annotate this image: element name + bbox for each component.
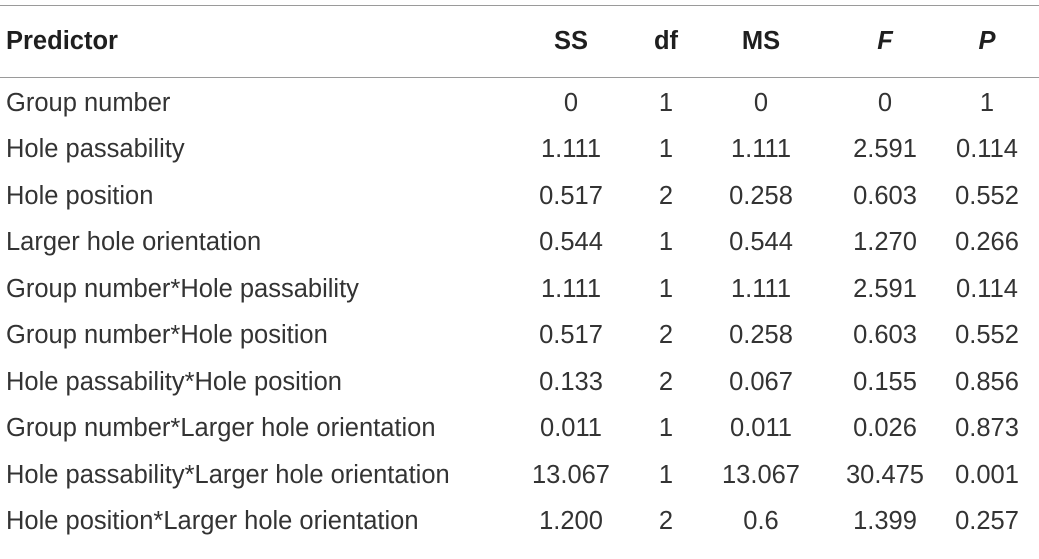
cell-ss: 1.200 (539, 507, 603, 536)
cell-ss: 0.544 (539, 228, 603, 257)
cell-df: 2 (658, 367, 674, 396)
cell-ss: 0.011 (540, 414, 602, 443)
table-header: Predictor SS df MS F P (0, 5, 1039, 78)
cell-ss: 1.111 (540, 135, 602, 164)
cell-f: 1.399 (853, 507, 917, 536)
cell-f: 0.155 (853, 367, 917, 396)
cell-predictor: Hole passability*Larger hole orientation (6, 460, 450, 489)
cell-ss: 0.517 (539, 181, 603, 210)
cell-ss: 13.067 (532, 460, 610, 489)
cell-predictor: Hole position*Larger hole orientation (6, 507, 419, 536)
table-row: Hole passability*Larger hole orientation… (0, 452, 1039, 499)
cell-ss: 1.111 (540, 274, 602, 303)
cell-df: 1 (658, 88, 674, 117)
table-row: Hole passability*Hole position 0.133 2 0.06… (0, 359, 1039, 406)
table-row: Hole passability 1.111 1 1.111 2.591 0.114 (0, 127, 1039, 174)
cell-ms: 0.544 (729, 228, 793, 257)
table-row: Group number*Larger hole orientation 0.01… (0, 406, 1039, 453)
cell-predictor: Group number*Hole passability (6, 274, 359, 303)
cell-df: 1 (658, 135, 674, 164)
cell-p: 0.856 (955, 367, 1019, 396)
cell-p: 0.873 (955, 414, 1019, 443)
cell-ms: 0.067 (729, 367, 793, 396)
cell-ms: 0.258 (729, 321, 793, 350)
table-row: Group number 0 1 0 0 1 (0, 78, 1039, 127)
cell-ms: 0 (753, 88, 769, 117)
table-row: Hole position*Larger hole orientation 1.2… (0, 499, 1039, 546)
cell-predictor: Hole passability*Hole position (6, 367, 342, 396)
cell-f: 30.475 (846, 460, 924, 489)
table-body: Group number 0 1 0 0 1 Hole passability 1.111 1 1… (0, 78, 1039, 546)
cell-p: 1 (979, 88, 995, 117)
table-row: Larger hole orientation 0.544 1 0.544 1.270 0… (0, 220, 1039, 267)
cell-predictor: Larger hole orientation (6, 228, 262, 257)
header-df: df (653, 27, 679, 55)
cell-ss: 0 (563, 88, 579, 117)
header-predictor: Predictor (6, 27, 118, 55)
cell-p: 0.001 (955, 460, 1019, 489)
cell-p: 0.114 (956, 274, 1018, 303)
cell-p: 0.552 (955, 181, 1019, 210)
cell-f: 0.603 (853, 181, 917, 210)
cell-f: 0.026 (853, 414, 917, 443)
cell-p: 0.257 (955, 507, 1019, 536)
cell-p: 0.114 (956, 135, 1018, 164)
header-f: F (877, 27, 893, 55)
cell-df: 1 (658, 228, 674, 257)
cell-predictor: Hole position (6, 181, 154, 210)
header-ms: MS (741, 27, 781, 55)
cell-df: 1 (658, 460, 674, 489)
cell-predictor: Group number*Hole position (6, 321, 328, 350)
cell-f: 0 (877, 88, 893, 117)
cell-df: 2 (658, 507, 674, 536)
anova-table: Predictor SS df MS F P Group number 0 1 0 0 1… (0, 5, 1039, 545)
cell-predictor: Group number (6, 88, 171, 117)
cell-ms: 1.111 (730, 135, 792, 164)
cell-ms: 1.111 (730, 274, 792, 303)
cell-f: 1.270 (853, 228, 917, 257)
cell-ms: 0.6 (743, 507, 779, 536)
cell-ss: 0.133 (539, 367, 603, 396)
cell-ms: 0.258 (729, 181, 793, 210)
header-p: P (978, 27, 996, 55)
cell-ms: 0.011 (730, 414, 792, 443)
cell-f: 2.591 (853, 274, 917, 303)
cell-f: 2.591 (853, 135, 917, 164)
cell-df: 2 (658, 181, 674, 210)
header-ss: SS (553, 27, 589, 55)
cell-f: 0.603 (853, 321, 917, 350)
cell-ms: 13.067 (722, 460, 800, 489)
table-row: Group number*Hole position 0.517 2 0.258 0.6… (0, 313, 1039, 360)
table-row: Hole position 0.517 2 0.258 0.603 0.552 (0, 173, 1039, 220)
cell-predictor: Hole passability (6, 135, 185, 164)
cell-ss: 0.517 (539, 321, 603, 350)
cell-df: 1 (658, 414, 674, 443)
header-row: Predictor SS df MS F P (0, 5, 1039, 78)
cell-predictor: Group number*Larger hole orientation (6, 414, 436, 443)
cell-df: 1 (658, 274, 674, 303)
cell-df: 2 (658, 321, 674, 350)
cell-p: 0.266 (955, 228, 1019, 257)
cell-p: 0.552 (955, 321, 1019, 350)
table-row: Group number*Hole passability 1.111 1 1.111… (0, 266, 1039, 313)
